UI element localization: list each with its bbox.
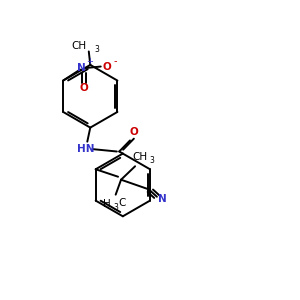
- Text: CH: CH: [71, 41, 86, 51]
- Text: O: O: [130, 128, 139, 137]
- Text: O: O: [80, 83, 88, 93]
- Text: HN: HN: [77, 144, 94, 154]
- Text: N: N: [77, 63, 86, 73]
- Text: 3: 3: [113, 203, 118, 212]
- Text: CH: CH: [132, 152, 147, 162]
- Text: C: C: [119, 198, 126, 208]
- Text: H: H: [103, 199, 111, 209]
- Text: O: O: [102, 61, 111, 71]
- Text: +: +: [87, 57, 93, 66]
- Text: N: N: [158, 194, 167, 204]
- Text: 3: 3: [150, 156, 154, 165]
- Text: -: -: [114, 56, 117, 66]
- Text: 3: 3: [95, 46, 100, 55]
